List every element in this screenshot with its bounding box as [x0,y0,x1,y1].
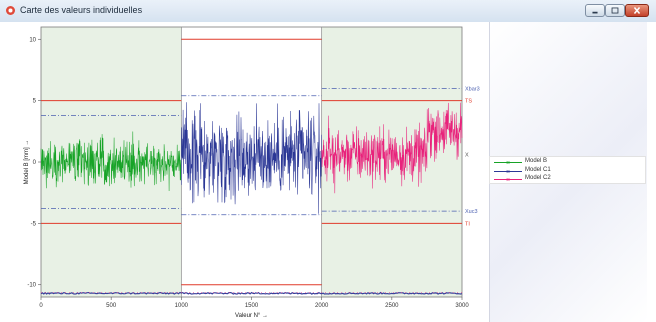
close-icon [633,7,641,14]
series-line [321,102,463,194]
svg-text:×: × [506,177,510,184]
series-line [40,131,182,192]
legend-item: × Model C1 [494,167,644,176]
x-axis-label: Valeur N° → [235,313,268,319]
app-icon [6,6,15,15]
x-tick-label: 2500 [385,303,399,309]
y-axis-label: Model B [mm] → [24,140,30,185]
x-tick-label: 3000 [455,303,469,309]
y-tick-label: -10 [27,283,36,289]
x-tick-label: 500 [106,303,117,309]
label-ti: TI [465,221,470,227]
legend-swatch-icon: × [494,169,522,176]
label-ts: TS [465,99,472,105]
legend-swatch-icon: × [494,177,522,184]
legend-label: Model C1 [525,166,551,173]
y-tick-label: -5 [31,221,37,227]
y-tick-label: 10 [29,37,36,43]
x-tick-label: 2000 [315,303,329,309]
legend-item: × Model B [494,158,644,167]
chart-area: 0 500 1000 1500 2000 2500 3000 -10 -5 0 5 10 Valeur … [0,22,656,322]
close-button[interactable] [625,4,649,17]
control-chart: 0 500 1000 1500 2000 2500 3000 -10 -5 0 5 10 Valeur … [24,26,480,319]
svg-text:×: × [506,160,510,167]
maximize-button[interactable] [605,4,625,17]
minimize-button[interactable] [585,4,605,17]
svg-text:×: × [506,169,510,176]
legend-item: × Model C2 [494,175,644,184]
x-tick-label: 1500 [245,303,259,309]
series-line [181,102,322,214]
legend-swatch-icon: × [494,160,522,167]
bottom-band-line [40,291,463,295]
window-title: Carte des valeurs individuelles [20,5,143,15]
label-xbar-lower: Xuc3 [465,209,478,215]
legend-label: Model C2 [525,175,551,181]
x-tick-label: 1000 [175,303,189,309]
label-center: X [465,153,469,159]
minimize-icon [592,11,598,14]
title-bar: Carte des valeurs individuelles [0,0,656,23]
maximize-icon [611,7,619,14]
x-tick-label: 0 [39,303,43,309]
y-tick-label: 5 [33,99,37,105]
y-tick-label: 0 [33,160,37,166]
legend-label: Model B [525,158,548,164]
legend: × Model B × Model C1 × Model C2 [489,156,646,184]
label-xbar-upper: Xbar3 [465,86,480,92]
